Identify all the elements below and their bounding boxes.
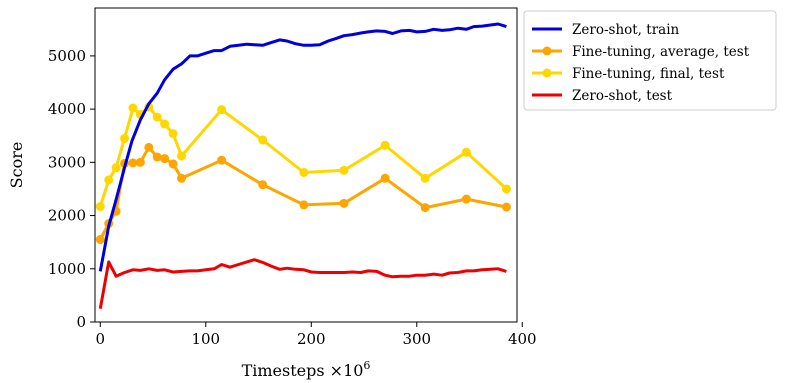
data-point [339,165,349,175]
legend-frame [523,10,777,111]
x-tick-label: 0 [96,330,106,348]
y-axis-label: Score [7,142,26,189]
data-point [177,173,187,183]
data-point [258,135,268,145]
data-point [128,158,138,168]
legend-item: Fine-tuning, average, test [532,44,750,60]
x-axis: 0 100 200 300 400 [96,322,537,348]
series-line [98,22,507,272]
series-3 [98,258,507,309]
data-point [380,140,390,150]
x-tick-label: 200 [297,330,326,348]
data-point [501,202,511,212]
y-tick-label: 2000 [48,207,86,225]
legend-item: Fine-tuning, final, test [532,66,725,82]
legend-item: Zero-shot, test [532,88,673,104]
legend-label: Zero-shot, train [572,22,680,38]
x-axis-label: Timesteps ×106 [242,359,371,380]
data-point [168,159,178,169]
data-point [120,133,130,143]
series-0 [98,22,507,272]
data-point [501,184,511,194]
data-point [160,154,170,164]
data-point [177,151,187,161]
x-tick-label: 100 [191,330,220,348]
legend-label: Fine-tuning, average, test [572,44,750,60]
legend: Zero-shot, train Fine-tuning, average, te… [523,10,777,111]
data-point [152,152,162,162]
data-point [160,119,170,129]
data-point [339,198,349,208]
data-point [111,163,121,173]
data-point [299,200,309,210]
x-axis-label-exponent: 6 [363,359,370,372]
data-point [168,129,178,139]
data-point [258,180,268,190]
data-point [461,147,471,157]
data-point [95,235,105,245]
data-point [135,157,145,167]
y-tick-label: 4000 [48,100,86,118]
y-tick-label: 5000 [48,47,86,65]
y-tick-label: 0 [76,313,86,331]
plot-frame [94,7,518,323]
legend-marker [542,46,552,56]
x-tick-label: 300 [402,330,431,348]
data-point [420,203,430,213]
x-tick-label: 400 [508,330,537,348]
data-point [152,112,162,122]
data-point [299,167,309,177]
data-point [461,194,471,204]
series-1 [95,142,511,245]
legend-label: Zero-shot, test [572,88,673,104]
data-point [380,173,390,183]
data-point [128,103,138,113]
legend-item: Zero-shot, train [532,22,680,38]
data-point [217,105,227,115]
y-tick-label: 1000 [48,260,86,278]
data-point [104,175,114,185]
data-point [95,202,105,212]
series-line [98,258,507,309]
data-point [420,173,430,183]
series-layer [95,22,511,309]
y-tick-label: 3000 [48,153,86,171]
data-point [217,155,227,165]
y-axis: 0 1000 2000 3000 4000 5000 [48,47,95,331]
legend-label: Fine-tuning, final, test [572,66,725,82]
x-axis-label-text: Timesteps ×10 [242,361,364,380]
data-point [144,142,154,152]
legend-marker [542,68,552,78]
